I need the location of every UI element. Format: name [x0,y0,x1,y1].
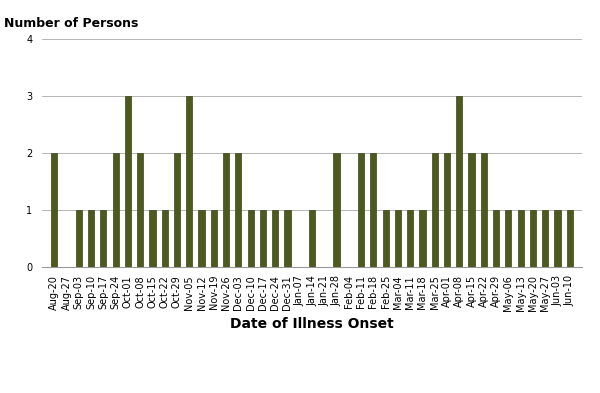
Bar [419,210,425,267]
Bar [223,153,229,267]
Bar [161,210,168,267]
Bar [554,210,560,267]
Bar [530,210,536,267]
Bar [542,210,548,267]
Bar [149,210,155,267]
Bar [383,210,389,267]
Bar [88,210,94,267]
Bar [235,153,241,267]
Bar [566,210,573,267]
X-axis label: Date of Illness Onset: Date of Illness Onset [230,316,394,331]
Bar [493,210,499,267]
Bar [113,153,119,267]
Bar [407,210,413,267]
Bar [358,153,364,267]
Bar [505,210,511,267]
Bar [272,210,278,267]
Bar [199,210,205,267]
Bar [284,210,290,267]
Bar [211,210,217,267]
Bar [100,210,106,267]
Bar [370,153,376,267]
Bar [456,96,463,267]
Bar [431,153,438,267]
Bar [137,153,143,267]
Bar [444,153,450,267]
Bar [469,153,475,267]
Bar [186,96,193,267]
Bar [76,210,82,267]
Bar [51,153,58,267]
Bar [248,210,254,267]
Text: Number of Persons: Number of Persons [4,17,139,30]
Bar [260,210,266,267]
Bar [481,153,487,267]
Bar [334,153,340,267]
Bar [395,210,401,267]
Bar [174,153,180,267]
Bar [309,210,315,267]
Bar [518,210,524,267]
Bar [125,96,131,267]
